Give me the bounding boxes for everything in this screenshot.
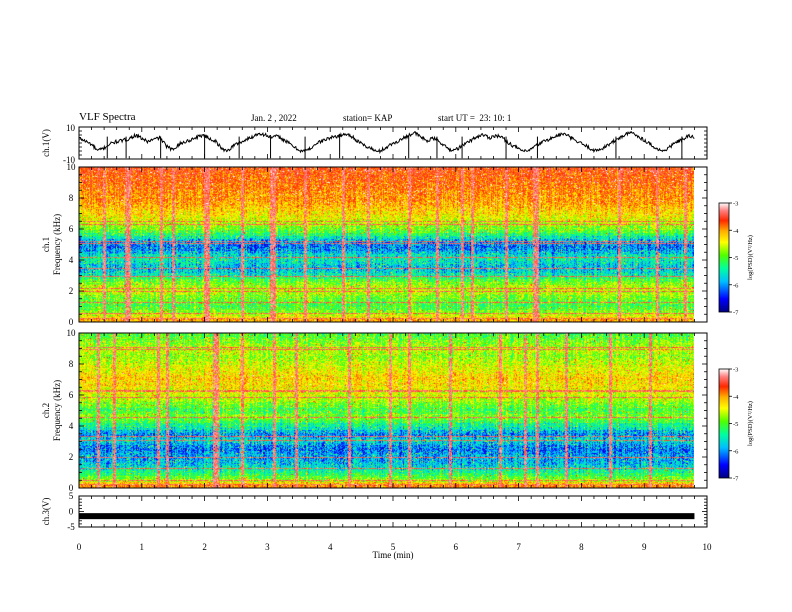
- ch1-spectrogram-image: [79, 167, 694, 322]
- ch1-spectrogram-colorbar: [718, 202, 730, 313]
- y-tick-label: 4: [69, 421, 74, 431]
- ch1-spectrogram-ylabel-channel: ch.1: [41, 237, 51, 252]
- x-tick-label: 4: [328, 542, 333, 552]
- x-axis-label: Time (min): [373, 550, 414, 560]
- y-tick-label: 6: [69, 224, 74, 234]
- ch1-waveform-line: [78, 130, 695, 155]
- y-tick-label: -5: [67, 522, 75, 532]
- y-tick-label: 10: [66, 123, 76, 133]
- x-tick-label: 8: [579, 542, 584, 552]
- ch2-spectrogram-ylabel-channel: ch.2: [41, 403, 51, 418]
- start-time-label: start UT = 23: 10: 1: [438, 113, 512, 123]
- colorbar-tick-label: -3: [733, 367, 738, 374]
- y-tick-label: 2: [69, 452, 74, 462]
- y-tick-label: 5: [69, 491, 74, 501]
- ch1-spectrogram-ylabel: Frequency (kHz): [52, 214, 62, 275]
- x-tick-label: 3: [265, 542, 270, 552]
- y-tick-label: -10: [63, 155, 75, 165]
- y-tick-label: 10: [67, 328, 77, 338]
- colorbar-tick-label: -7: [733, 476, 739, 483]
- colorbar-tick-label: -4: [733, 228, 739, 235]
- x-tick-label: 6: [454, 542, 459, 552]
- x-tick-label: 1: [140, 542, 145, 552]
- x-tick-label: 2: [202, 542, 207, 552]
- ch2-spectrogram-colorbar-label: log(PSD)(V²/Hz): [747, 401, 754, 446]
- colorbar-tick-label: -3: [733, 201, 738, 208]
- colorbar-tick-label: -6: [733, 282, 739, 289]
- y-tick-label: 0: [69, 483, 74, 493]
- x-tick-label: 9: [642, 542, 647, 552]
- y-tick-label: 0: [69, 317, 74, 327]
- ch1-spectrogram-colorbar-label: log(PSD)(V²/Hz): [747, 235, 754, 280]
- ch2-spectrogram-ylabel: Frequency (kHz): [52, 380, 62, 441]
- y-tick-label: 8: [69, 359, 74, 369]
- y-tick-label: 2: [69, 286, 74, 296]
- ch3-waveform-ylabel: ch.3(V): [41, 498, 51, 526]
- x-tick-label: 10: [703, 542, 713, 552]
- date-label: Jan. 2 , 2022: [251, 113, 297, 123]
- station-label: station= KAP: [343, 113, 393, 123]
- y-tick-label: 8: [69, 193, 74, 203]
- colorbar-tick-label: -5: [733, 421, 738, 428]
- colorbar-tick-label: -7: [733, 310, 739, 317]
- y-tick-label: 4: [69, 255, 74, 265]
- y-tick-label: 0: [69, 507, 74, 517]
- x-tick-label: 7: [516, 542, 521, 552]
- ch2-spectrogram-image: [79, 333, 694, 488]
- x-tick-label: 0: [77, 542, 82, 552]
- ch1-waveform-ylabel: ch.1(V): [41, 129, 51, 157]
- colorbar-tick-label: -5: [733, 255, 738, 262]
- x-tick-label: 5: [391, 542, 396, 552]
- colorbar-tick-label: -4: [733, 394, 739, 401]
- colorbar-tick-label: -6: [733, 448, 739, 455]
- figure-title: VLF Spectra: [79, 111, 136, 123]
- ch2-spectrogram-colorbar: [718, 368, 730, 479]
- y-tick-label: 10: [67, 162, 77, 172]
- ch3-waveform-line: [79, 513, 695, 520]
- y-tick-label: 6: [69, 390, 74, 400]
